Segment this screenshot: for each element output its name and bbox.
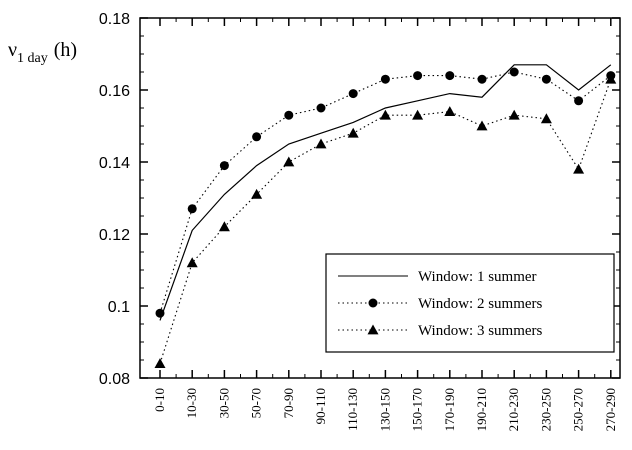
series-2-point [413, 71, 423, 81]
legend-entry-1: Window: 1 summer [338, 269, 537, 285]
series-2-point [155, 308, 165, 318]
x-tick-label: 130-150 [377, 388, 392, 431]
legend: Window: 1 summer Window: 2 summers Window:… [325, 253, 615, 353]
x-tick-label: 250-270 [571, 388, 586, 431]
series-2-point [252, 132, 262, 142]
x-tick-label: 150-170 [410, 388, 425, 431]
legend-label: Window: 3 summers [418, 323, 543, 339]
x-tick-label: 270-290 [603, 388, 618, 431]
y-tick-label: 0.1 [108, 299, 130, 316]
series-3 [154, 73, 617, 368]
x-tick-label: 110-130 [345, 388, 360, 431]
series-3-line [159, 79, 612, 364]
y-tick-label: 0.18 [99, 11, 130, 28]
x-tick-label: 10-30 [184, 388, 199, 418]
series-2-point [574, 96, 584, 106]
legend-label: Window: 1 summer [418, 269, 537, 285]
legend-entry-3: Window: 3 summers [338, 323, 543, 339]
y-axis-label-unit: (h) [54, 39, 77, 61]
series-2 [155, 67, 616, 318]
y-tick-label: 0.12 [99, 227, 130, 244]
y-tick-label: 0.14 [99, 155, 130, 172]
x-tick-label: 170-190 [442, 388, 457, 431]
series-2-point [541, 74, 551, 84]
series-2-point [187, 204, 197, 214]
series-3-point [186, 257, 198, 268]
series-3-point [347, 127, 359, 138]
legend-entry-2: Window: 2 summers [338, 296, 543, 312]
series-2-point [477, 74, 487, 84]
y-axis: 0.08 0.1 0.12 0.14 0.16 0.18 [99, 11, 620, 388]
x-tick-label: 90-110 [313, 388, 328, 424]
series-2-point [380, 74, 390, 84]
legend-label: Window: 2 summers [418, 296, 543, 312]
series-2-point [348, 89, 358, 99]
series-3-point [154, 358, 166, 368]
x-tick-label: 190-210 [474, 388, 489, 431]
series-3-point [476, 120, 488, 131]
series-1-line [159, 64, 612, 321]
series-2-point [509, 67, 519, 77]
x-tick-label: 70-90 [281, 388, 296, 418]
y-axis-label-symbol: ν [8, 39, 17, 61]
x-tick-label: 230-250 [538, 388, 553, 431]
legend-box [325, 253, 615, 353]
x-axis: 0-10 10-30 30-50 50-70 70-90 90-110 110-130 130… [152, 18, 618, 431]
series-3-point [218, 221, 230, 232]
y-tick-label: 0.16 [99, 83, 130, 100]
series-2-point [284, 110, 294, 120]
x-tick-label: 0-10 [152, 388, 167, 412]
series-3-point [251, 188, 263, 199]
series-2-line [159, 71, 612, 314]
series-3-point [605, 73, 617, 84]
x-tick-label: 30-50 [216, 388, 231, 418]
series-2-point [219, 161, 229, 171]
series-3-point [540, 113, 552, 124]
series-1 [159, 64, 612, 321]
y-axis-label: ν1 day (h) [8, 39, 77, 66]
series-3-point [283, 156, 295, 167]
series-2-point [316, 103, 326, 113]
series-3-point [508, 109, 520, 120]
x-tick-label: 210-230 [506, 388, 521, 431]
y-tick-label: 0.08 [99, 371, 130, 388]
series-3-point [444, 106, 456, 116]
series-2-point [445, 71, 455, 81]
series-3-point [412, 109, 424, 120]
legend-swatch-marker [367, 324, 379, 335]
series-3-point [573, 163, 585, 174]
y-axis-label-subscript: 1 day [17, 51, 48, 66]
series-3-point [315, 138, 327, 149]
series-3-point [379, 109, 391, 120]
legend-swatch-marker [368, 298, 378, 308]
series-layer [154, 64, 617, 368]
x-tick-label: 50-70 [249, 388, 264, 418]
